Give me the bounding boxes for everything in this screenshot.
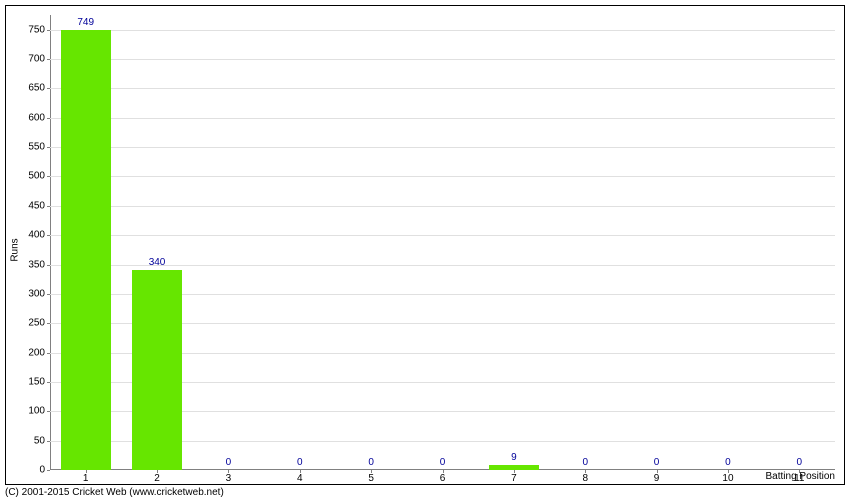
bar-value-label: 0 [582, 457, 588, 468]
x-tick-label: 8 [582, 473, 588, 484]
bar-value-label: 0 [368, 457, 374, 468]
x-tick-label: 2 [154, 473, 160, 484]
bar-value-label: 0 [226, 457, 232, 468]
x-tick-label: 3 [226, 473, 232, 484]
y-tick-label: 350 [28, 259, 45, 270]
y-tick-mark [47, 323, 50, 324]
y-tick-label: 250 [28, 318, 45, 329]
x-axis-title: Batting Position [766, 471, 836, 482]
x-tick-label: 4 [297, 473, 303, 484]
bar-value-label: 749 [77, 17, 94, 28]
bar-value-label: 0 [654, 457, 660, 468]
x-tick-label: 10 [722, 473, 733, 484]
y-tick-mark [47, 59, 50, 60]
x-tick-label: 7 [511, 473, 517, 484]
y-tick-label: 0 [39, 465, 45, 476]
plot-area: 0501001502002503003504004505005506006507… [50, 15, 835, 470]
y-tick-label: 450 [28, 200, 45, 211]
y-tick-mark [47, 206, 50, 207]
y-tick-mark [47, 265, 50, 266]
bar-value-label: 0 [297, 457, 303, 468]
grid-line [50, 235, 835, 236]
x-tick-label: 5 [368, 473, 374, 484]
grid-line [50, 147, 835, 148]
grid-line [50, 59, 835, 60]
y-tick-mark [47, 30, 50, 31]
x-tick-label: 9 [654, 473, 660, 484]
y-tick-label: 700 [28, 54, 45, 65]
y-tick-label: 750 [28, 24, 45, 35]
y-tick-mark [47, 470, 50, 471]
y-tick-label: 650 [28, 83, 45, 94]
bar-value-label: 9 [511, 452, 517, 463]
bar-value-label: 0 [725, 457, 731, 468]
bar-value-label: 340 [149, 257, 166, 268]
x-tick-label: 6 [440, 473, 446, 484]
grid-line [50, 88, 835, 89]
y-tick-mark [47, 411, 50, 412]
y-axis-line [50, 15, 51, 470]
y-tick-label: 400 [28, 230, 45, 241]
y-tick-mark [47, 353, 50, 354]
y-tick-mark [47, 176, 50, 177]
y-tick-label: 300 [28, 288, 45, 299]
chart-container: Runs 05010015020025030035040045050055060… [0, 0, 850, 500]
grid-line [50, 206, 835, 207]
y-tick-label: 50 [34, 435, 45, 446]
grid-line [50, 265, 835, 266]
bar [61, 30, 111, 470]
x-tick-label: 1 [83, 473, 89, 484]
y-tick-mark [47, 118, 50, 119]
y-tick-mark [47, 88, 50, 89]
y-tick-label: 500 [28, 171, 45, 182]
y-axis-title: Runs [10, 238, 21, 261]
y-tick-mark [47, 382, 50, 383]
y-tick-label: 600 [28, 112, 45, 123]
grid-line [50, 176, 835, 177]
y-tick-mark [47, 294, 50, 295]
bar [132, 270, 182, 470]
y-tick-mark [47, 147, 50, 148]
y-tick-label: 200 [28, 347, 45, 358]
y-tick-label: 100 [28, 406, 45, 417]
bar-value-label: 0 [440, 457, 446, 468]
grid-line [50, 118, 835, 119]
y-tick-label: 150 [28, 376, 45, 387]
bar-value-label: 0 [797, 457, 803, 468]
y-tick-mark [47, 441, 50, 442]
y-tick-mark [47, 235, 50, 236]
bar [489, 465, 539, 470]
copyright-text: (C) 2001-2015 Cricket Web (www.cricketwe… [5, 487, 224, 498]
grid-line [50, 30, 835, 31]
y-tick-label: 550 [28, 142, 45, 153]
